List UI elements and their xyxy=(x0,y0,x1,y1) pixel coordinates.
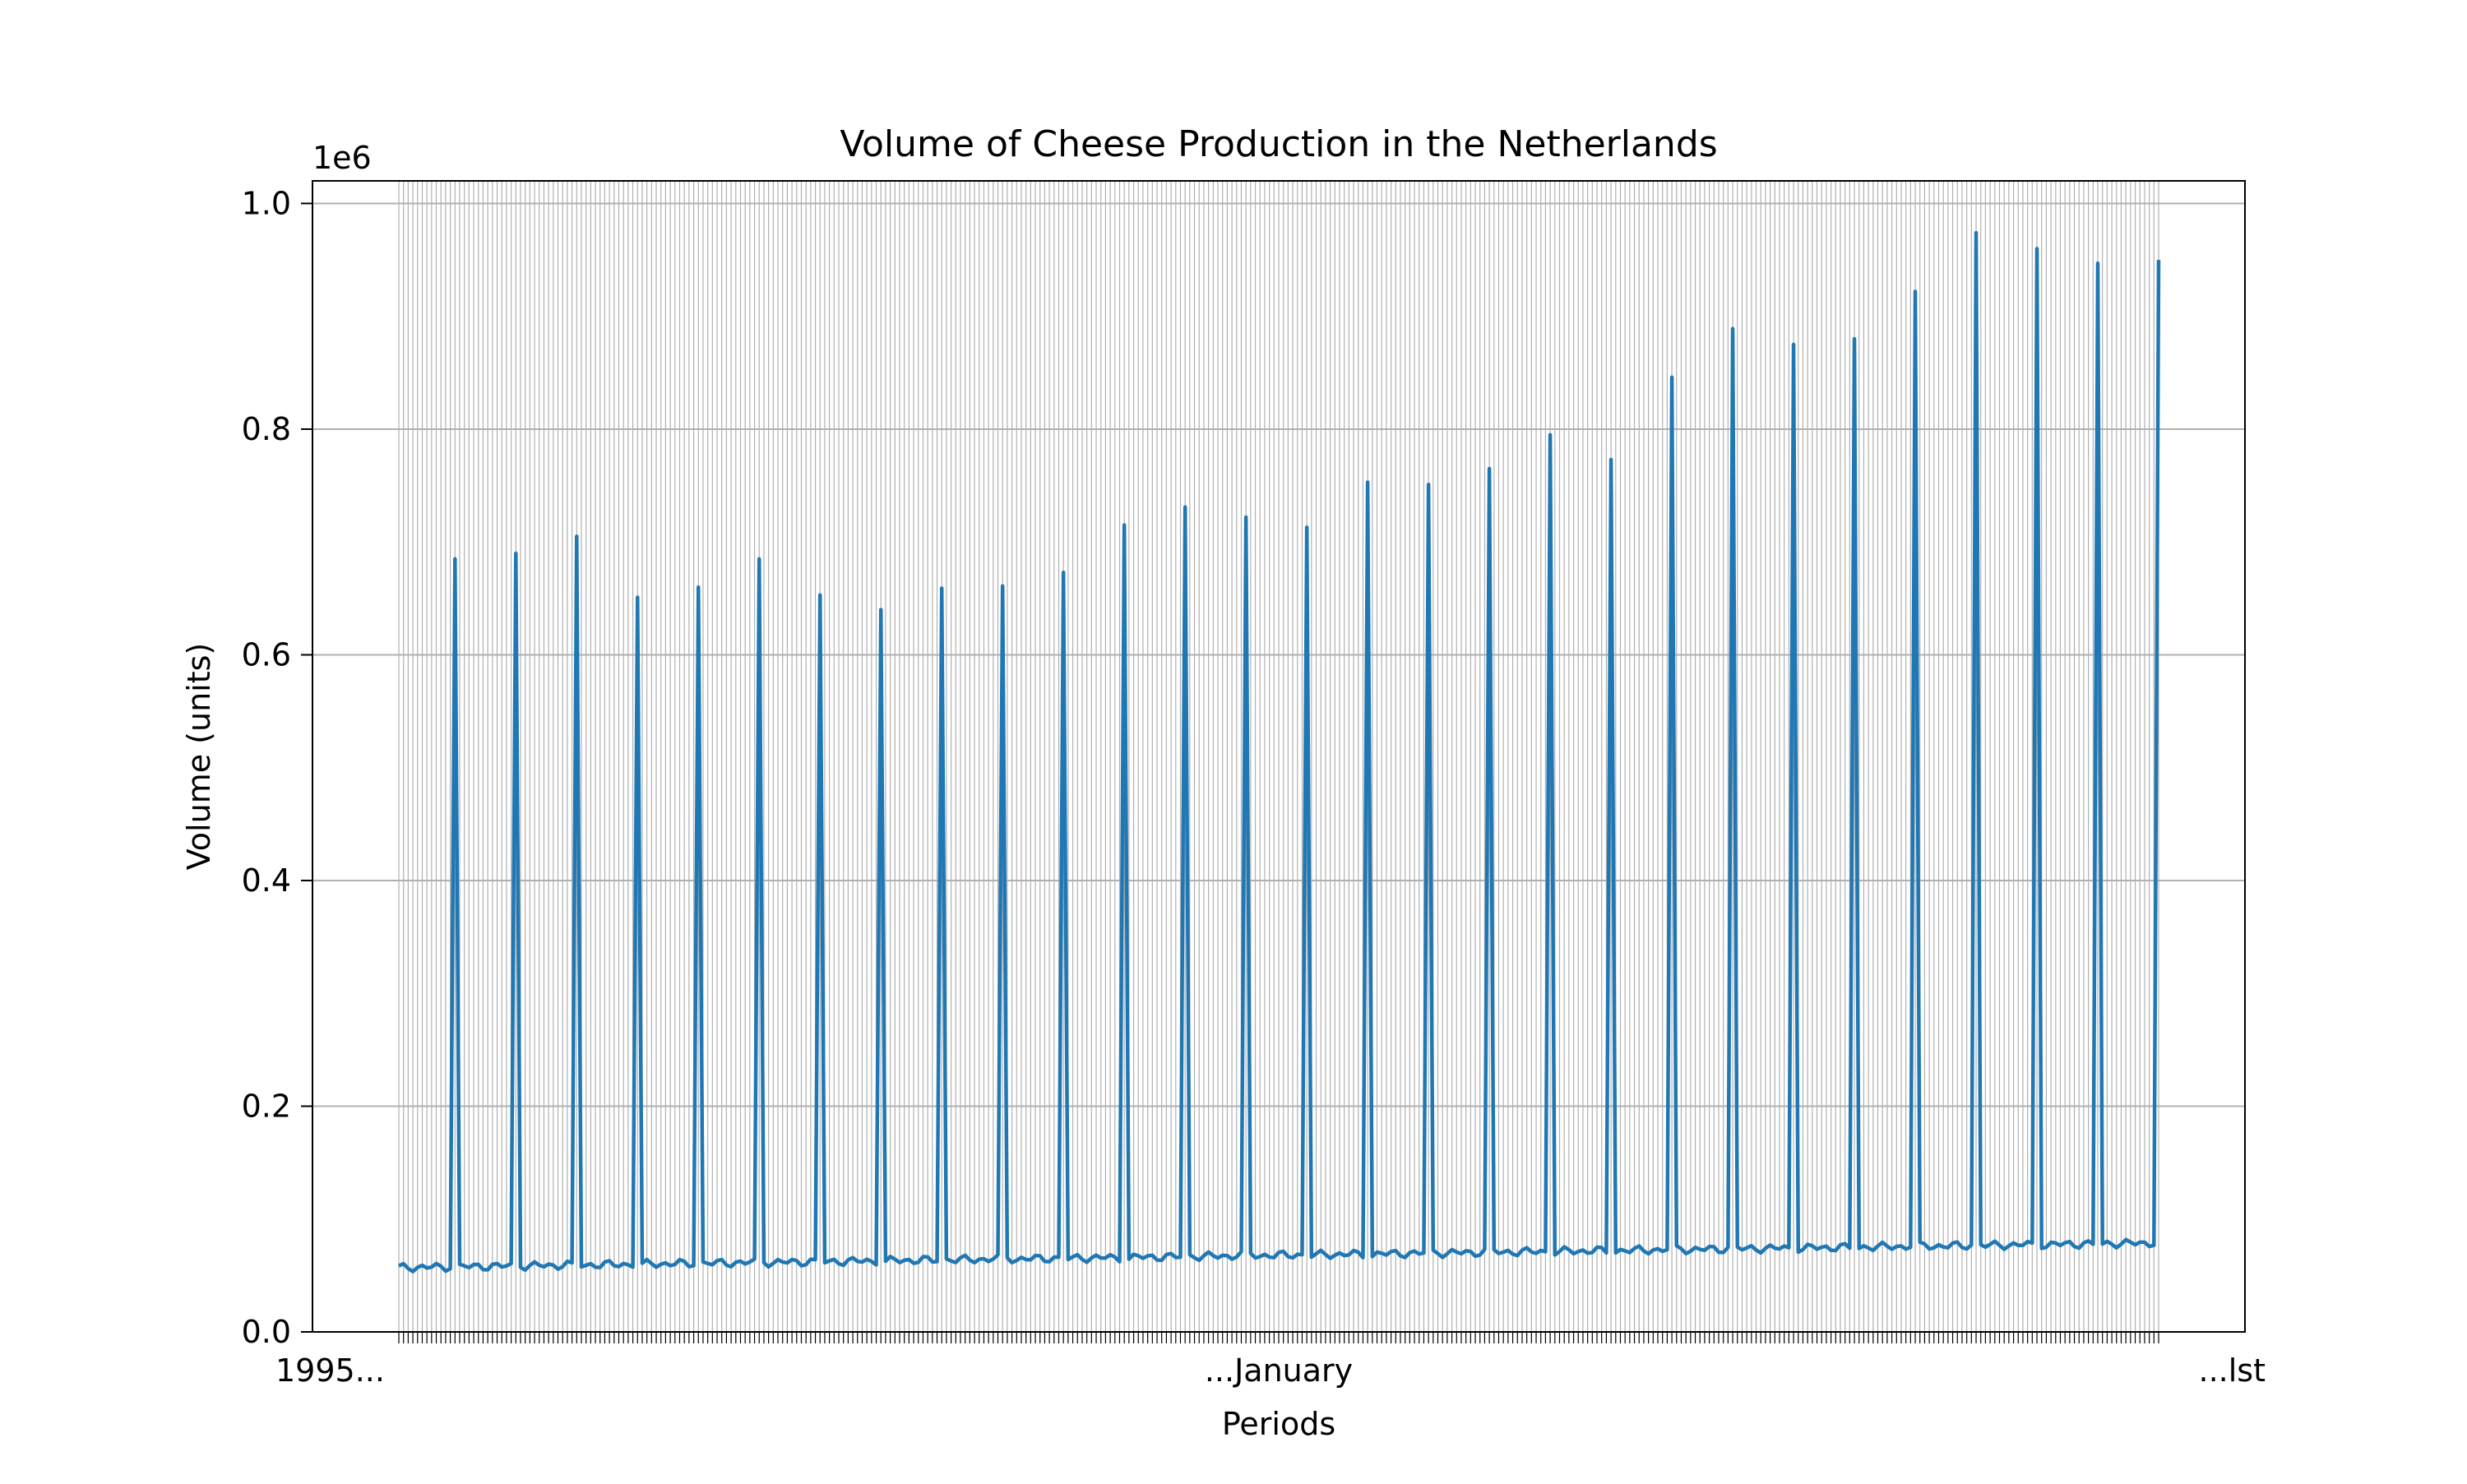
y-tick-label: 0.2 xyxy=(242,1088,291,1124)
y-axis-label: Volume (units) xyxy=(181,643,217,870)
y-tick-label: 0.4 xyxy=(242,862,291,899)
y-tick-label: 0.0 xyxy=(242,1314,291,1350)
y-axis-ticks: 0.0 0.2 0.4 0.6 0.8 1.0 xyxy=(242,185,312,1350)
x-axis-ticks xyxy=(398,1332,2159,1343)
x-tick-label: ...January xyxy=(1205,1352,1353,1389)
series-layer xyxy=(398,230,2161,1274)
series-line xyxy=(398,230,2161,1274)
chart-title: Volume of Cheese Production in the Nethe… xyxy=(840,123,1717,165)
y-tick-label: 1.0 xyxy=(242,185,291,221)
x-axis-tick-labels: 1995... ...January ...lst xyxy=(275,1352,2266,1389)
y-tick-label: 0.6 xyxy=(242,636,291,673)
y-axis-scale-label: 1e6 xyxy=(312,140,372,176)
x-tick-label: ...lst xyxy=(2199,1352,2266,1389)
y-tick-label: 0.8 xyxy=(242,411,291,447)
x-tick-label: 1995... xyxy=(275,1352,385,1389)
x-axis-label: Periods xyxy=(1222,1406,1335,1442)
